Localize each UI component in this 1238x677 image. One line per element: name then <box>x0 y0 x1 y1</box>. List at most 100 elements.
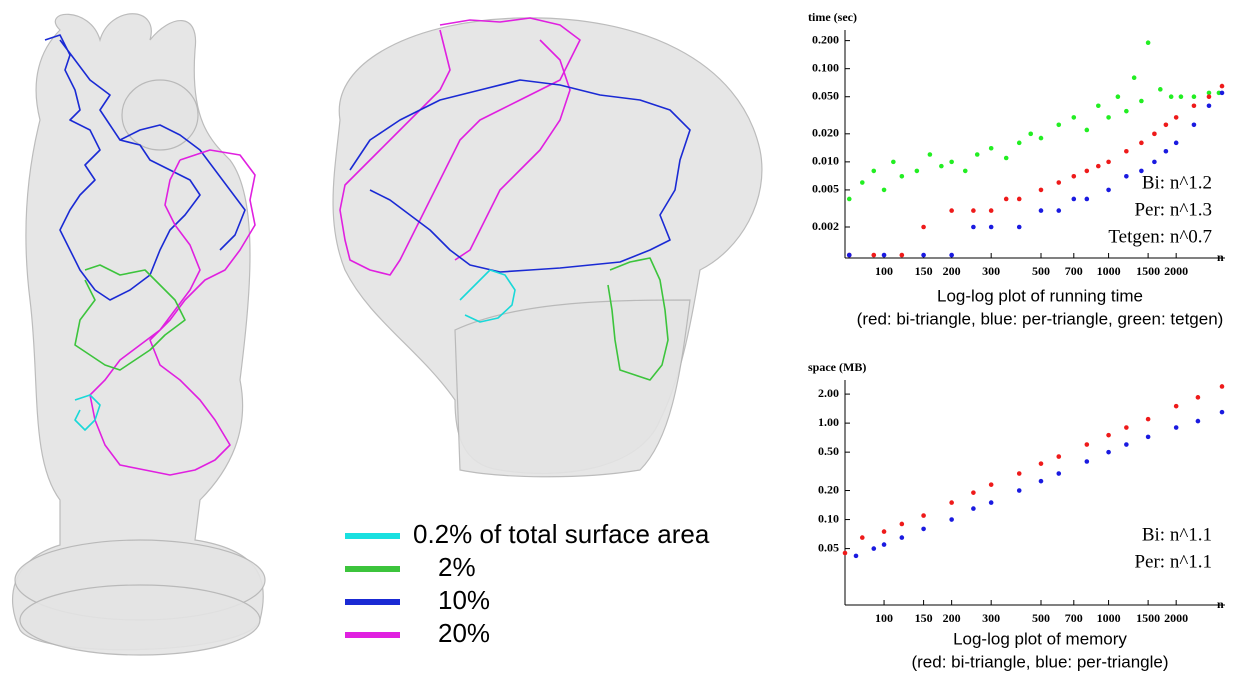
data-point <box>1085 459 1090 464</box>
annotation: Bi: n^1.1 <box>1142 524 1212 545</box>
x-tick-label: 1500 <box>1136 611 1160 625</box>
data-point <box>1071 197 1076 202</box>
x-tick-label: 100 <box>875 611 893 625</box>
data-point <box>1096 103 1101 108</box>
data-point <box>921 225 926 230</box>
data-point <box>971 208 976 213</box>
data-point <box>900 535 905 540</box>
data-point <box>1139 99 1144 104</box>
y-tick-label: 0.10 <box>818 511 839 525</box>
x-tick-label: 150 <box>915 264 933 278</box>
data-point <box>871 169 876 174</box>
legend-label: 0.2% of total surface area <box>413 519 710 549</box>
data-point <box>900 174 905 179</box>
data-point <box>871 546 876 551</box>
data-point <box>975 152 980 157</box>
y-tick-label: 0.200 <box>812 32 839 46</box>
data-point <box>882 542 887 547</box>
x-tick-label: 700 <box>1065 264 1083 278</box>
data-point <box>1192 103 1197 108</box>
data-point <box>1056 208 1061 213</box>
chart: space (MB)n2.001.000.500.200.100.0510015… <box>808 360 1225 672</box>
data-point <box>1146 40 1151 45</box>
data-point <box>891 160 896 165</box>
y-axis-label: space (MB) <box>808 360 866 374</box>
figure: 0.2% of total surface area2%10%20% time (… <box>0 0 1238 677</box>
x-tick-label: 100 <box>875 264 893 278</box>
data-point <box>1017 488 1022 493</box>
data-point <box>1169 94 1174 99</box>
data-point <box>860 535 865 540</box>
data-point <box>1164 122 1169 127</box>
data-point <box>1124 442 1129 447</box>
data-point <box>1152 160 1157 165</box>
data-point <box>989 482 994 487</box>
data-point <box>1106 188 1111 193</box>
data-point <box>1158 87 1163 92</box>
data-point <box>860 180 865 185</box>
data-point <box>871 253 876 258</box>
x-tick-label: 2000 <box>1164 611 1188 625</box>
data-point <box>843 551 848 556</box>
data-point <box>1124 425 1129 430</box>
data-point <box>1174 425 1179 430</box>
data-point <box>989 225 994 230</box>
chart: time (sec)n0.2000.1000.0500.0200.0100.00… <box>808 10 1225 329</box>
data-point <box>1017 141 1022 146</box>
data-point <box>989 208 994 213</box>
data-point <box>1124 149 1129 154</box>
data-point <box>921 253 926 258</box>
data-point <box>882 188 887 193</box>
caption: (red: bi-triangle, blue: per-triangle) <box>911 652 1168 671</box>
data-point <box>1220 84 1225 89</box>
x-tick-label: 700 <box>1065 611 1083 625</box>
data-point <box>1174 404 1179 409</box>
data-point <box>989 500 994 505</box>
data-point <box>1056 122 1061 127</box>
data-point <box>1179 94 1184 99</box>
x-tick-label: 200 <box>943 264 961 278</box>
legend-label: 2% <box>438 552 476 582</box>
data-point <box>1220 91 1225 96</box>
data-point <box>1017 471 1022 476</box>
data-point <box>900 522 905 527</box>
legend-label: 20% <box>438 618 490 648</box>
head-render <box>333 18 762 477</box>
data-point <box>1106 450 1111 455</box>
data-point <box>1139 141 1144 146</box>
y-tick-label: 0.20 <box>818 482 839 496</box>
y-tick-label: 2.00 <box>818 386 839 400</box>
legend-label: 10% <box>438 585 490 615</box>
data-point <box>1017 225 1022 230</box>
data-point <box>1207 103 1212 108</box>
data-point <box>971 225 976 230</box>
data-point <box>1192 94 1197 99</box>
data-point <box>949 517 954 522</box>
buddha-render <box>13 14 265 655</box>
data-point <box>1039 188 1044 193</box>
annotation: Tetgen: n^0.7 <box>1108 226 1212 247</box>
x-tick-label: 500 <box>1032 264 1050 278</box>
y-axis-label: time (sec) <box>808 10 857 24</box>
data-point <box>882 529 887 534</box>
data-point <box>1116 94 1121 99</box>
data-point <box>1056 454 1061 459</box>
data-point <box>1085 128 1090 133</box>
data-point <box>1056 471 1061 476</box>
data-point <box>949 253 954 258</box>
y-tick-label: 1.00 <box>818 415 839 429</box>
y-tick-label: 0.050 <box>812 88 839 102</box>
data-point <box>921 513 926 518</box>
annotation: Bi: n^1.2 <box>1142 172 1212 193</box>
data-point <box>1056 180 1061 185</box>
y-tick-label: 0.05 <box>818 540 839 554</box>
y-tick-label: 0.50 <box>818 444 839 458</box>
data-point <box>1039 461 1044 466</box>
data-point <box>928 152 933 157</box>
x-axis-label: n <box>1217 250 1224 264</box>
caption: Log-log plot of memory <box>953 629 1127 648</box>
data-point <box>915 169 920 174</box>
data-point <box>854 554 859 559</box>
data-point <box>1106 433 1111 438</box>
x-tick-label: 1500 <box>1136 264 1160 278</box>
